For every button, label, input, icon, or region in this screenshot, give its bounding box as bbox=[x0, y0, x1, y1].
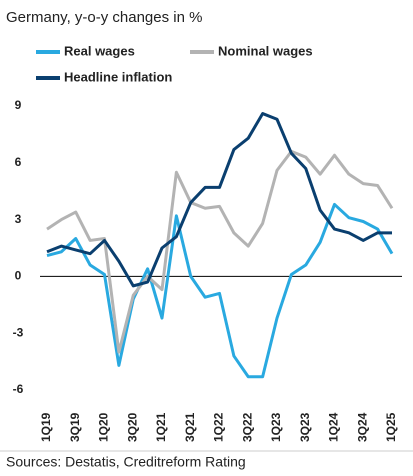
chart-title: Germany, y-o-y changes in % bbox=[6, 9, 202, 26]
series-line bbox=[46, 149, 394, 354]
x-tick-label: 3Q19 bbox=[68, 412, 82, 442]
x-tick-label: 1Q23 bbox=[269, 412, 283, 442]
x-tick-label: 3Q24 bbox=[355, 412, 369, 442]
y-tick-label: 0 bbox=[15, 269, 22, 283]
legend-label: Real wages bbox=[64, 43, 135, 58]
x-tick-label: 3Q21 bbox=[183, 412, 197, 442]
legend-label: Headline inflation bbox=[64, 69, 172, 84]
x-tick-label: 1Q25 bbox=[384, 412, 398, 442]
y-tick-label: -6 bbox=[13, 382, 24, 396]
x-tick-label: 3Q23 bbox=[298, 412, 312, 442]
x-tick-label: 1Q22 bbox=[212, 412, 226, 442]
y-tick-label: -3 bbox=[13, 325, 24, 339]
x-tick-label: 1Q19 bbox=[39, 412, 53, 442]
x-tick-label: 1Q20 bbox=[97, 412, 111, 442]
legend-label: Nominal wages bbox=[218, 43, 313, 58]
x-tick-label: 1Q24 bbox=[327, 412, 341, 442]
x-tick-label: 3Q20 bbox=[125, 412, 139, 442]
source-note: Sources: Destatis, Creditreform Rating bbox=[6, 454, 246, 470]
x-tick-label: 3Q22 bbox=[240, 412, 254, 442]
y-tick-label: 9 bbox=[15, 98, 22, 112]
series-line bbox=[46, 202, 394, 379]
x-tick-label: 1Q21 bbox=[154, 412, 168, 442]
y-tick-label: 6 bbox=[15, 155, 22, 169]
y-tick-label: 3 bbox=[15, 212, 22, 226]
series-line bbox=[46, 112, 392, 288]
